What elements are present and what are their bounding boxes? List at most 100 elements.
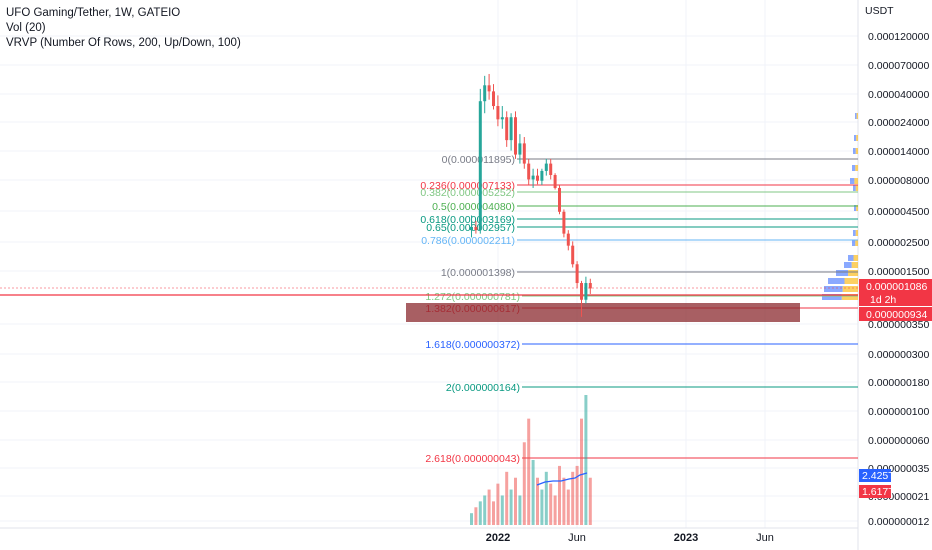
candle-body[interactable] [588,283,592,289]
volume-bar [478,501,482,525]
price-tick-label: 0.000002500 [868,237,929,249]
volume-tag-2: 1.617T [859,485,895,498]
candle-body[interactable] [483,85,487,102]
candle-body[interactable] [492,91,495,107]
fib-level-label: 0.786(0.000002211) [421,235,515,247]
vrvp-row-up [855,113,857,119]
volume-tag-1: 2.425T [859,469,895,482]
volume-bar [492,501,495,525]
fib-level-label: 0.618(0.000003169) [420,214,515,226]
candle-body[interactable] [536,175,539,181]
candle-body[interactable] [575,264,579,284]
candle-body[interactable] [474,226,478,231]
volume-ma-line [536,472,588,486]
candle-body[interactable] [571,245,575,265]
candle-body[interactable] [540,170,544,181]
fib-level-label: 2(0.000000164) [446,382,520,394]
price-tick-label: 0.000001500 [868,266,929,278]
price-tick-label: 0.000014000 [868,146,929,158]
grid [0,0,859,550]
volume-bar [553,495,557,525]
vrvp-row-down [855,148,858,154]
vrvp-row-down [856,205,858,211]
candle-body[interactable] [478,101,482,231]
vrvp-row-up [852,165,856,171]
volume-bar [571,471,575,525]
volume-bar [536,477,539,525]
vrvp-row-down [854,178,858,184]
legend-volume[interactable]: Vol (20) [6,22,46,34]
vrvp-row-up [853,185,856,191]
vrvp-row-down [853,255,858,261]
price-tick-label: 0.000000100 [868,406,929,418]
vrvp-row-up [854,205,857,211]
volume-bar [566,489,570,525]
highlight-zone [406,303,800,322]
vrvp-row-up [828,278,845,284]
volume-bars [470,395,592,525]
volume-bar [500,495,504,525]
price-tick-label: 0.000024000 [868,117,929,129]
volume-bar [588,477,592,525]
volume-value-1: 2.425T [862,470,895,482]
vrvp-row-down [855,165,858,171]
volume-bar [575,465,579,525]
current-price-value: 0.000001086 [866,281,927,293]
candle-body[interactable] [549,163,553,176]
candle-body[interactable] [505,117,509,141]
legend-vrvp[interactable]: VRVP (Number Of Rows, 200, Up/Down, 100) [6,37,241,49]
candle-body[interactable] [544,163,548,171]
volume-bar [518,495,522,525]
candle-body[interactable] [518,143,522,155]
candle-body[interactable] [580,283,583,300]
vrvp-row-down [856,113,858,119]
volume-bar [496,483,500,525]
candle-body[interactable] [553,175,557,188]
vrvp-row-up [824,286,843,292]
candle-body[interactable] [562,211,566,234]
candle-body[interactable] [470,226,473,231]
vrvp-row-up [836,270,849,276]
price-tick-label: 0.000120000 [868,31,929,43]
candle-body[interactable] [527,163,531,180]
volume-bar [487,489,491,525]
volume-bar [558,465,561,525]
volume-bar [544,471,548,525]
candle-body[interactable] [531,175,535,180]
candle-body[interactable] [558,187,561,212]
candle-body[interactable] [487,85,491,92]
candle-body[interactable] [509,117,513,141]
vrvp-row-down [855,240,858,246]
vrvp-row-down [848,270,858,276]
legend-symbol[interactable]: UFO Gaming/Tether, 1W, GATEIO [6,7,181,19]
fib-level-label: 1(0.000001398) [441,267,515,279]
price-axis: 0.000120000 0.000070000 0.000040000 0.00002… [868,31,929,528]
candle-body[interactable] [566,233,570,246]
volume-bar [549,483,553,525]
currency-label: USDT [865,5,894,17]
candle-body[interactable] [584,283,588,300]
current-price-tag: 0.000001086 1d 2h [859,279,932,306]
fib-level-label: 0(0.000011895) [442,154,515,166]
vrvp-row-down [841,294,858,300]
volume-bar [580,418,583,525]
time-tick-label: Jun [756,532,774,544]
price-tick-label: 0.000008000 [868,175,929,187]
vrvp-row-up [853,148,856,154]
candle-body[interactable] [500,117,504,120]
candle-body[interactable] [522,143,526,164]
time-tick-label: Jun [568,532,586,544]
vrvp-row-down [855,230,858,236]
volume-profile [822,113,858,300]
volume-value-2: 1.617T [862,486,895,498]
vrvp-row-down [844,278,858,284]
vrvp-row-up [854,135,857,141]
candle-body[interactable] [514,117,517,155]
price-tick-label: 0.000070000 [868,60,929,72]
countdown-value: 1d 2h [870,294,896,306]
vrvp-row-down [851,262,858,268]
volume-bar [531,460,535,525]
candle-body[interactable] [496,106,500,120]
fib-level-label: 2.618(0.000000043) [425,453,520,465]
